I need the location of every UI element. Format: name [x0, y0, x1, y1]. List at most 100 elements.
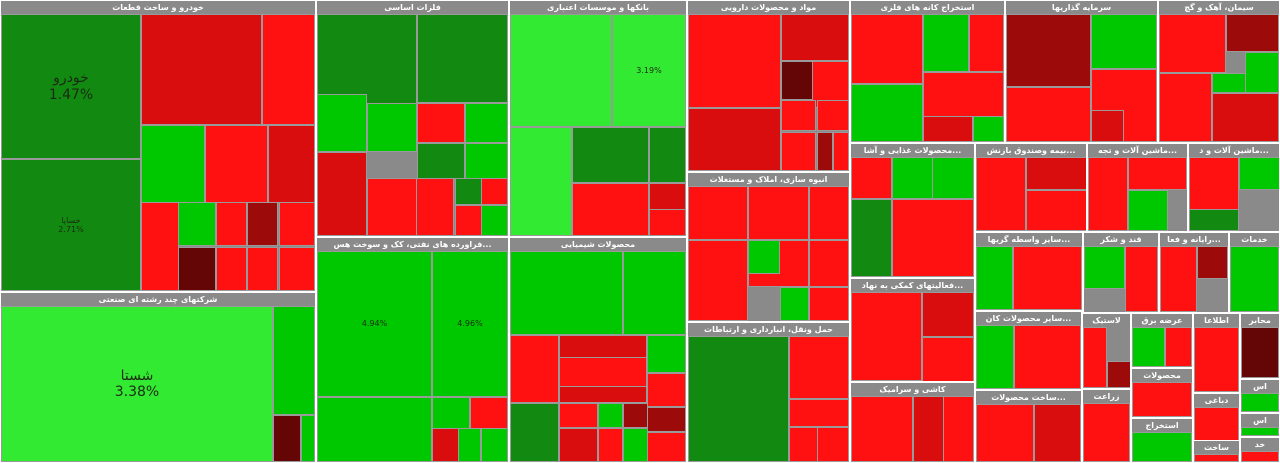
stock-tile[interactable]	[1245, 52, 1279, 93]
stock-tile[interactable]	[216, 202, 247, 246]
stock-tile[interactable]: 4.96%	[432, 251, 508, 397]
stock-tile[interactable]	[1091, 14, 1157, 69]
stock-tile[interactable]	[688, 14, 781, 108]
stock-tile[interactable]	[789, 399, 849, 427]
stock-tile[interactable]	[647, 432, 686, 462]
stock-tile[interactable]	[417, 14, 508, 103]
stock-tile[interactable]	[623, 403, 648, 428]
stock-tile[interactable]	[1241, 327, 1279, 378]
stock-tile[interactable]	[1194, 454, 1239, 462]
stock-tile[interactable]	[1159, 14, 1226, 73]
stock-tile[interactable]	[922, 337, 974, 381]
stock-tile[interactable]	[817, 100, 849, 131]
stock-tile[interactable]: 4.94%	[317, 251, 432, 397]
sector-box[interactable]: محصولات شیمیایی	[509, 237, 687, 463]
stock-tile[interactable]	[273, 415, 301, 462]
stock-tile[interactable]	[1212, 73, 1246, 93]
stock-tile[interactable]	[1132, 432, 1192, 462]
stock-tile[interactable]	[780, 287, 809, 321]
stock-tile[interactable]	[458, 428, 481, 462]
stock-tile[interactable]	[1128, 157, 1187, 190]
stock-tile[interactable]	[647, 407, 686, 432]
stock-tile[interactable]	[1013, 246, 1082, 310]
stock-tile[interactable]	[851, 157, 892, 199]
stock-tile[interactable]	[247, 247, 278, 291]
sector-box[interactable]: لاستیک	[1082, 313, 1131, 389]
stock-tile[interactable]	[417, 143, 465, 179]
stock-tile[interactable]	[301, 415, 315, 462]
stock-tile[interactable]	[1230, 246, 1279, 312]
stock-tile[interactable]	[247, 202, 278, 246]
sector-box[interactable]: حمل ونقل، انبارداری و ارتباطات	[687, 322, 850, 463]
stock-tile[interactable]	[317, 94, 367, 152]
stock-tile[interactable]	[892, 199, 974, 277]
stock-tile[interactable]	[1125, 246, 1158, 312]
sector-box[interactable]: اس	[1240, 413, 1280, 437]
stock-tile[interactable]	[1083, 403, 1130, 462]
sector-box[interactable]: ...سایر محصولات کان	[975, 311, 1082, 390]
stock-tile[interactable]	[1212, 93, 1279, 142]
stock-tile[interactable]	[279, 202, 315, 246]
stock-tile[interactable]	[317, 397, 432, 462]
sector-box[interactable]: سرمایه گذاریها	[1005, 0, 1158, 143]
sector-box[interactable]: خد	[1240, 437, 1280, 463]
stock-tile[interactable]	[465, 103, 508, 143]
sector-box[interactable]: استخراج	[1131, 418, 1193, 463]
stock-tile[interactable]	[969, 14, 1004, 72]
sector-box[interactable]: شرکتهای چند رشته ای صنعتی شستا 3.38%	[0, 292, 316, 463]
stock-tile[interactable]	[465, 143, 508, 179]
stock-tile[interactable]	[1091, 110, 1124, 142]
stock-tile[interactable]: 3.19%	[612, 14, 686, 127]
stock-tile[interactable]	[851, 396, 913, 462]
stock-tile[interactable]	[1226, 14, 1279, 52]
sector-box[interactable]: بانکها و موسسات اعتباری 3.19%	[509, 0, 687, 237]
stock-tile[interactable]	[1014, 325, 1081, 389]
sector-box[interactable]: ...ساخت محصولات	[975, 390, 1082, 463]
stock-tile[interactable]	[932, 157, 974, 199]
stock-tile[interactable]	[510, 127, 572, 236]
sector-box[interactable]: عرضه برق	[1131, 313, 1193, 368]
stock-tile[interactable]	[268, 125, 315, 203]
stock-tile[interactable]	[623, 251, 686, 335]
stock-tile[interactable]	[572, 183, 649, 236]
stock-tile[interactable]	[649, 209, 686, 236]
stock-tile[interactable]	[455, 205, 482, 236]
stock-tile[interactable]	[688, 108, 781, 171]
stock-tile[interactable]	[273, 306, 315, 415]
stock-tile[interactable]	[688, 336, 789, 462]
sector-box[interactable]: کاشی و سرامیک	[850, 382, 975, 463]
stock-tile[interactable]	[510, 14, 612, 127]
stock-tile[interactable]	[851, 14, 923, 84]
stock-tile[interactable]	[789, 427, 818, 462]
sector-box[interactable]: قند و شکر	[1083, 232, 1159, 313]
sector-box[interactable]: ...رایانه و فعا	[1159, 232, 1229, 313]
sector-box[interactable]: ...سایر واسطه گریها	[975, 232, 1083, 311]
sector-box[interactable]: ساخت	[1193, 440, 1240, 463]
stock-tile[interactable]	[809, 186, 849, 240]
stock-tile[interactable]	[973, 116, 1004, 142]
stock-tile[interactable]	[748, 240, 780, 274]
stock-tile[interactable]	[976, 404, 1034, 462]
stock-tile[interactable]	[481, 205, 508, 236]
stock-tile[interactable]: خساپا 2.71%	[1, 159, 141, 291]
stock-tile[interactable]	[1088, 157, 1128, 231]
sector-box[interactable]: استخراج کانه های فلزی	[850, 0, 1005, 143]
stock-tile[interactable]	[481, 428, 508, 462]
stock-tile[interactable]	[809, 287, 849, 321]
sector-box[interactable]: فلزات اساسی	[316, 0, 509, 237]
stock-tile[interactable]	[851, 292, 922, 381]
stock-tile[interactable]	[647, 373, 686, 407]
stock-tile[interactable]	[178, 247, 216, 291]
stock-tile[interactable]	[647, 335, 686, 373]
stock-tile[interactable]	[598, 403, 623, 428]
stock-tile[interactable]	[1084, 246, 1125, 289]
stock-tile[interactable]	[572, 127, 649, 183]
stock-tile[interactable]	[781, 61, 813, 100]
stock-tile[interactable]	[262, 14, 315, 125]
stock-tile[interactable]	[559, 403, 598, 428]
stock-tile[interactable]	[851, 199, 892, 277]
stock-tile[interactable]	[1197, 246, 1228, 279]
stock-tile[interactable]	[1006, 14, 1091, 87]
sector-box[interactable]: محصولات	[1131, 368, 1193, 418]
stock-tile[interactable]	[748, 186, 809, 240]
